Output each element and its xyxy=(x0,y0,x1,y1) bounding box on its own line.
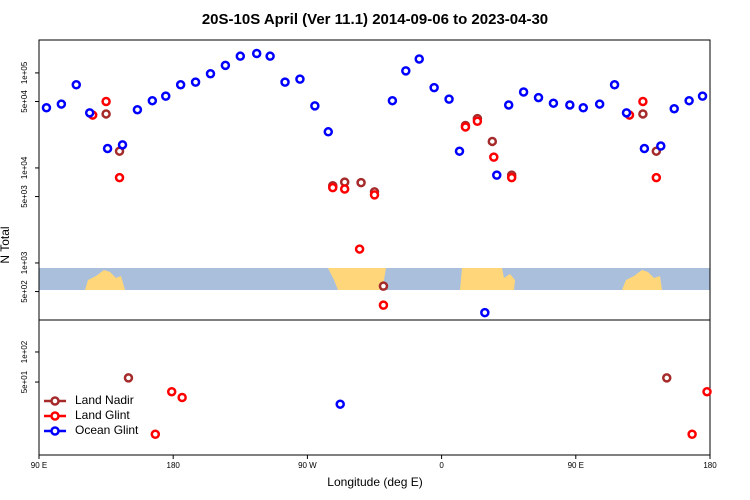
point xyxy=(429,82,439,93)
point xyxy=(114,172,125,183)
point xyxy=(323,127,334,137)
point xyxy=(487,136,498,147)
point xyxy=(702,386,712,397)
point xyxy=(101,109,111,119)
y-tick-label: 5e+04 xyxy=(20,90,29,113)
point xyxy=(150,429,161,440)
point xyxy=(335,399,345,409)
point xyxy=(190,77,201,87)
land xyxy=(460,268,515,290)
point xyxy=(265,51,275,61)
x-axis-label: Longitude (deg E) xyxy=(327,475,422,489)
point xyxy=(414,54,424,64)
point xyxy=(687,429,697,440)
legend-marker xyxy=(50,396,60,406)
point xyxy=(638,96,648,107)
land xyxy=(85,270,125,290)
x-tick-label: 90 E xyxy=(568,461,584,470)
point xyxy=(354,244,365,254)
point xyxy=(472,116,483,126)
point xyxy=(71,80,82,90)
point xyxy=(662,373,672,383)
legend-marker xyxy=(50,426,60,436)
point xyxy=(609,80,620,90)
point xyxy=(533,92,544,103)
point xyxy=(177,392,187,403)
point xyxy=(594,99,605,109)
legend-label: Land Glint xyxy=(75,408,130,422)
land xyxy=(328,268,386,290)
point xyxy=(378,300,389,310)
x-tick-label: 90 E xyxy=(31,461,47,470)
x-tick-label: 180 xyxy=(167,461,181,470)
point xyxy=(356,177,366,188)
point xyxy=(460,122,471,132)
point xyxy=(401,66,411,76)
point xyxy=(548,98,559,108)
point xyxy=(480,307,490,318)
x-tick-label: 90 W xyxy=(298,461,317,470)
y-tick-label: 1e+02 xyxy=(20,340,29,363)
point xyxy=(123,373,134,383)
y-tick-label: 5e+01 xyxy=(20,370,29,393)
point xyxy=(638,109,648,119)
point xyxy=(41,102,52,113)
y-tick-label: 1e+04 xyxy=(20,156,29,179)
point xyxy=(369,190,380,200)
point xyxy=(327,182,338,193)
point xyxy=(220,60,231,71)
point xyxy=(656,141,666,151)
lower-frame xyxy=(38,319,711,456)
point xyxy=(147,95,158,106)
point xyxy=(489,152,499,162)
point xyxy=(310,101,320,111)
point xyxy=(235,51,246,61)
y-tick-label: 1e+03 xyxy=(20,251,29,274)
point xyxy=(697,91,708,101)
point xyxy=(132,104,143,115)
y-tick-label: 5e+03 xyxy=(20,185,29,208)
point xyxy=(621,108,632,118)
point xyxy=(166,386,177,397)
point xyxy=(175,80,186,90)
point xyxy=(280,77,290,87)
point xyxy=(503,100,514,110)
point xyxy=(518,87,529,97)
point xyxy=(56,99,67,109)
point xyxy=(454,146,465,156)
map-band xyxy=(39,268,710,290)
point xyxy=(84,108,95,118)
point xyxy=(669,103,679,114)
y-tick-label: 5e+02 xyxy=(20,280,29,303)
point xyxy=(506,172,517,183)
point xyxy=(492,170,502,180)
y-axis-label: N Total xyxy=(0,226,12,263)
x-tick-label: 0 xyxy=(439,461,444,470)
point xyxy=(205,68,216,79)
point xyxy=(639,143,650,154)
point xyxy=(444,94,454,104)
point xyxy=(339,184,350,194)
point xyxy=(565,100,575,110)
land xyxy=(622,270,662,290)
x-tick-label: 180 xyxy=(703,461,717,470)
chart-title: 20S-10S April (Ver 11.1) 2014-09-06 to 2… xyxy=(202,11,548,28)
point xyxy=(101,96,111,107)
point xyxy=(578,102,589,113)
point xyxy=(160,91,171,101)
point xyxy=(387,95,398,106)
point xyxy=(117,140,128,150)
point xyxy=(102,143,113,154)
point xyxy=(651,172,662,183)
legend-label: Land Nadir xyxy=(75,393,134,407)
legend-label: Ocean Glint xyxy=(75,423,139,437)
point xyxy=(378,281,389,291)
point xyxy=(684,95,694,106)
legend-marker xyxy=(50,411,60,421)
point xyxy=(295,74,305,84)
point xyxy=(251,48,262,59)
y-tick-label: 1e+05 xyxy=(20,61,29,84)
